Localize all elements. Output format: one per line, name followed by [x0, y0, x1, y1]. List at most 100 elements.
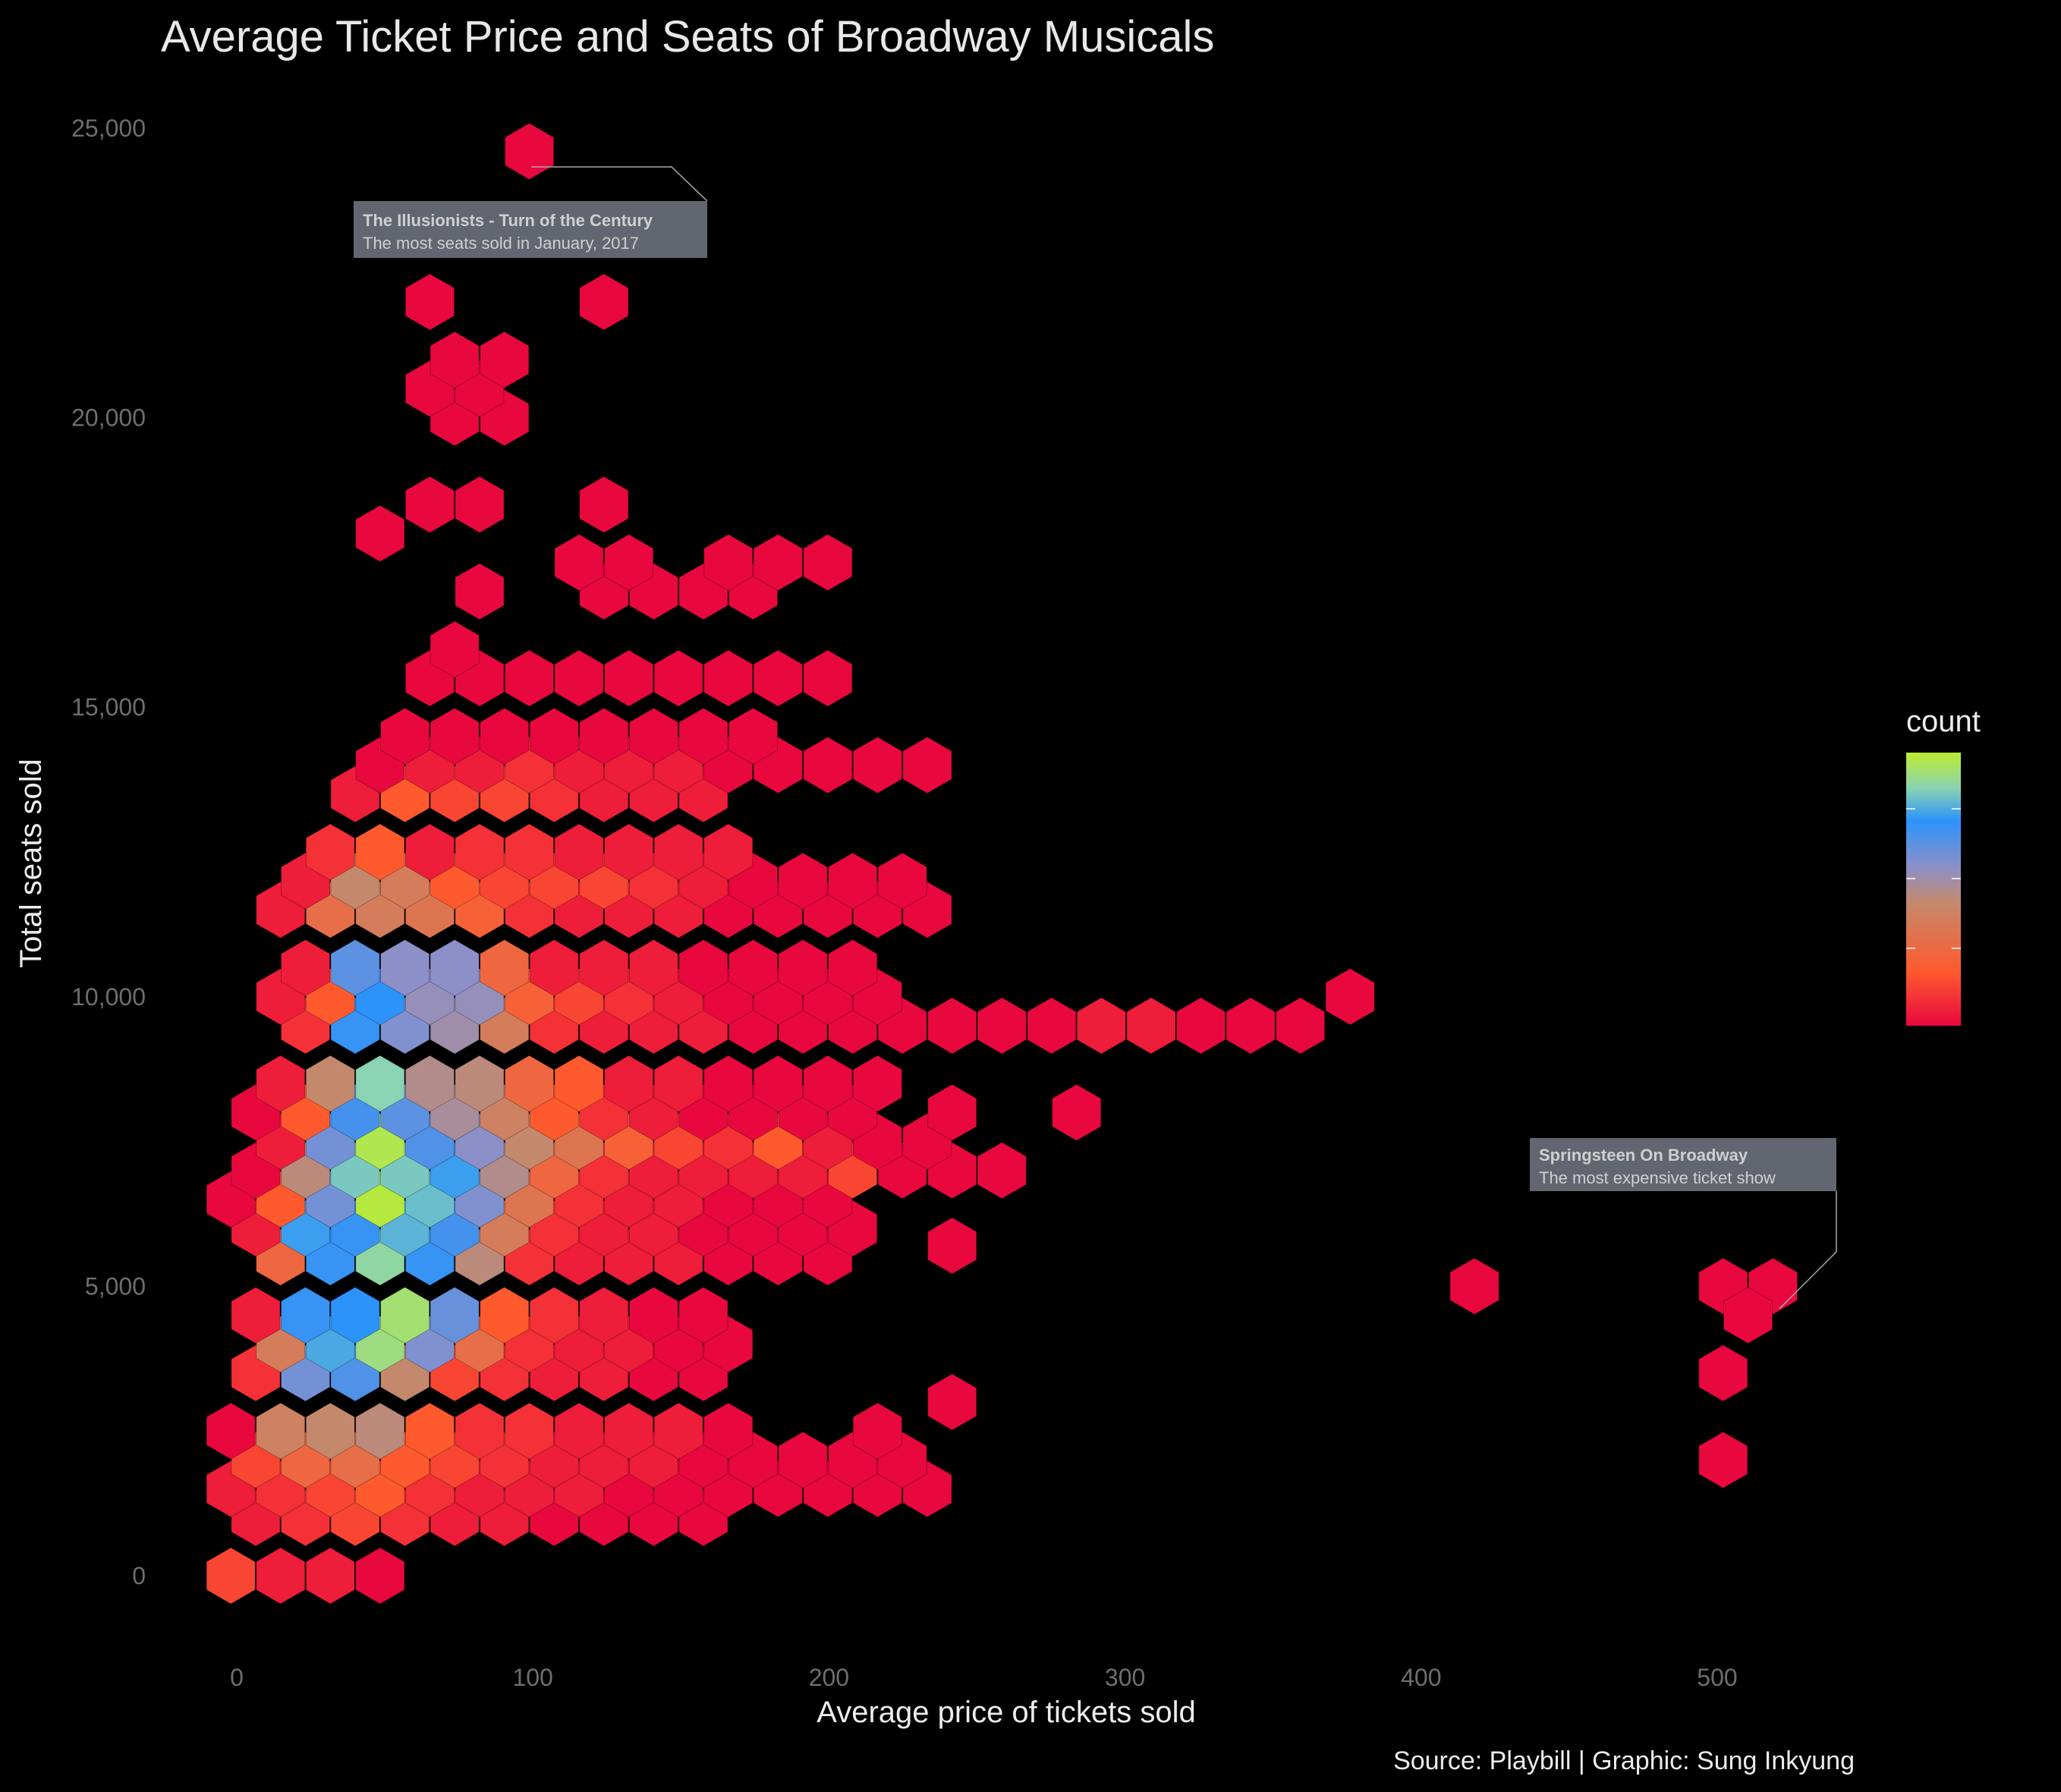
- hex-bin: [828, 939, 878, 997]
- hex-bin: [604, 649, 654, 707]
- hex-bin: [355, 1402, 405, 1460]
- annotation-springsteen-subtitle: The most expensive ticket show: [1539, 1168, 1776, 1187]
- x-tick-label: 0: [230, 1664, 244, 1691]
- x-axis-label: Average price of tickets sold: [817, 1696, 1196, 1729]
- hex-bin: [355, 505, 405, 562]
- y-tick-label: 15,000: [71, 693, 146, 721]
- hex-bin: [256, 1547, 306, 1605]
- hex-bin: [330, 939, 380, 997]
- annotation-springsteen-box: [1530, 1138, 1836, 1191]
- x-axis-ticks: 0 100 200 300 400 500: [230, 1664, 1738, 1691]
- hex-bin: [678, 707, 728, 765]
- hex-bin: [480, 1287, 530, 1344]
- hex-bin: [653, 1055, 703, 1112]
- hex-bin: [430, 939, 480, 997]
- x-tick-label: 100: [513, 1664, 553, 1691]
- y-axis-ticks: 0 5,000 10,000 15,000 20,000 25,000: [71, 115, 146, 1589]
- hex-bin: [1027, 997, 1077, 1055]
- hex-bin: [305, 1547, 355, 1605]
- hex-bin: [256, 1055, 306, 1112]
- hex-bin: [1449, 1257, 1499, 1315]
- hex-bin: [430, 707, 480, 765]
- hex-bin: [927, 1083, 977, 1141]
- y-tick-label: 25,000: [71, 115, 146, 142]
- hex-bin: [554, 823, 604, 881]
- hex-bin: [703, 823, 754, 881]
- hex-bin: [927, 997, 977, 1055]
- hex-bin: [380, 1287, 430, 1344]
- hex-bin: [355, 823, 405, 881]
- hex-bin: [604, 823, 654, 881]
- hex-bin: [281, 1287, 331, 1344]
- hex-bin: [355, 1547, 405, 1605]
- hex-bin: [753, 649, 803, 707]
- legend-colorbar: [1906, 753, 1961, 1026]
- y-tick-label: 5,000: [85, 1272, 146, 1300]
- hex-bin: [1698, 1344, 1748, 1402]
- hex-bin: [803, 737, 853, 794]
- hex-bin: [778, 852, 828, 910]
- legend-title: count: [1906, 705, 1981, 738]
- x-tick-label: 500: [1697, 1664, 1737, 1691]
- hex-bin: [579, 1287, 629, 1344]
- hex-bin: [430, 1287, 480, 1344]
- y-tick-label: 10,000: [71, 983, 146, 1011]
- hex-bin: [579, 273, 629, 331]
- hex-bin: [703, 1402, 754, 1460]
- hex-bin: [330, 1287, 380, 1344]
- hex-bin: [753, 1055, 803, 1112]
- hex-bin: [455, 563, 505, 621]
- hex-bin: [629, 707, 678, 765]
- annotation-illusionists-subtitle: The most seats sold in January, 2017: [363, 234, 639, 253]
- hex-bin: [305, 823, 355, 881]
- hex-bin: [753, 533, 803, 591]
- hex-bin: [305, 1055, 355, 1112]
- hex-bin: [505, 1402, 554, 1460]
- hex-bin: [653, 823, 703, 881]
- hex-bin: [778, 939, 828, 997]
- hex-bin: [703, 533, 754, 591]
- hex-bin: [231, 1287, 281, 1344]
- x-tick-label: 400: [1401, 1664, 1441, 1691]
- hex-bin: [1325, 968, 1375, 1026]
- hex-bin: [554, 533, 604, 591]
- annotation-illusionists: The Illusionists - Turn of the Century T…: [354, 166, 708, 258]
- hex-bin: [405, 823, 455, 881]
- hex-bin: [355, 1055, 405, 1112]
- hex-bin: [1076, 997, 1126, 1055]
- hex-bin: [529, 707, 579, 765]
- hex-bin: [281, 939, 331, 997]
- hex-bin: [256, 1402, 306, 1460]
- hex-bin: [554, 1402, 604, 1460]
- hex-bin: [405, 476, 455, 533]
- hex-bin: [678, 939, 728, 997]
- hex-bin: [902, 737, 952, 794]
- chart-caption: Source: Playbill | Graphic: Sung Inkyung: [1393, 1746, 1855, 1775]
- legend-ticks: [1906, 808, 1961, 949]
- hex-bin: [977, 1142, 1027, 1199]
- hex-bin: [927, 1373, 977, 1431]
- hex-bin: [554, 649, 604, 707]
- hex-bin: [803, 1055, 853, 1112]
- hex-bin: [554, 1055, 604, 1112]
- hex-bin: [629, 939, 678, 997]
- hex-bin: [604, 1402, 654, 1460]
- hex-bin: [828, 852, 878, 910]
- hex-bin: [579, 476, 629, 533]
- hex-bin: [380, 939, 430, 997]
- hex-bin: [579, 707, 629, 765]
- hex-bin: [803, 533, 853, 591]
- hex-bin: [604, 533, 654, 591]
- hex-bin: [778, 1431, 828, 1489]
- hex-bin: [877, 852, 927, 910]
- hex-bin: [678, 1287, 728, 1344]
- hex-bin: [852, 1055, 902, 1112]
- hex-bin: [1126, 997, 1176, 1055]
- y-tick-label: 0: [132, 1562, 146, 1589]
- y-tick-label: 20,000: [71, 404, 146, 432]
- legend: count: [1906, 705, 1981, 1026]
- hex-bin: [1276, 997, 1325, 1055]
- hex-bin: [1698, 1431, 1748, 1489]
- hex-bin: [206, 1547, 256, 1605]
